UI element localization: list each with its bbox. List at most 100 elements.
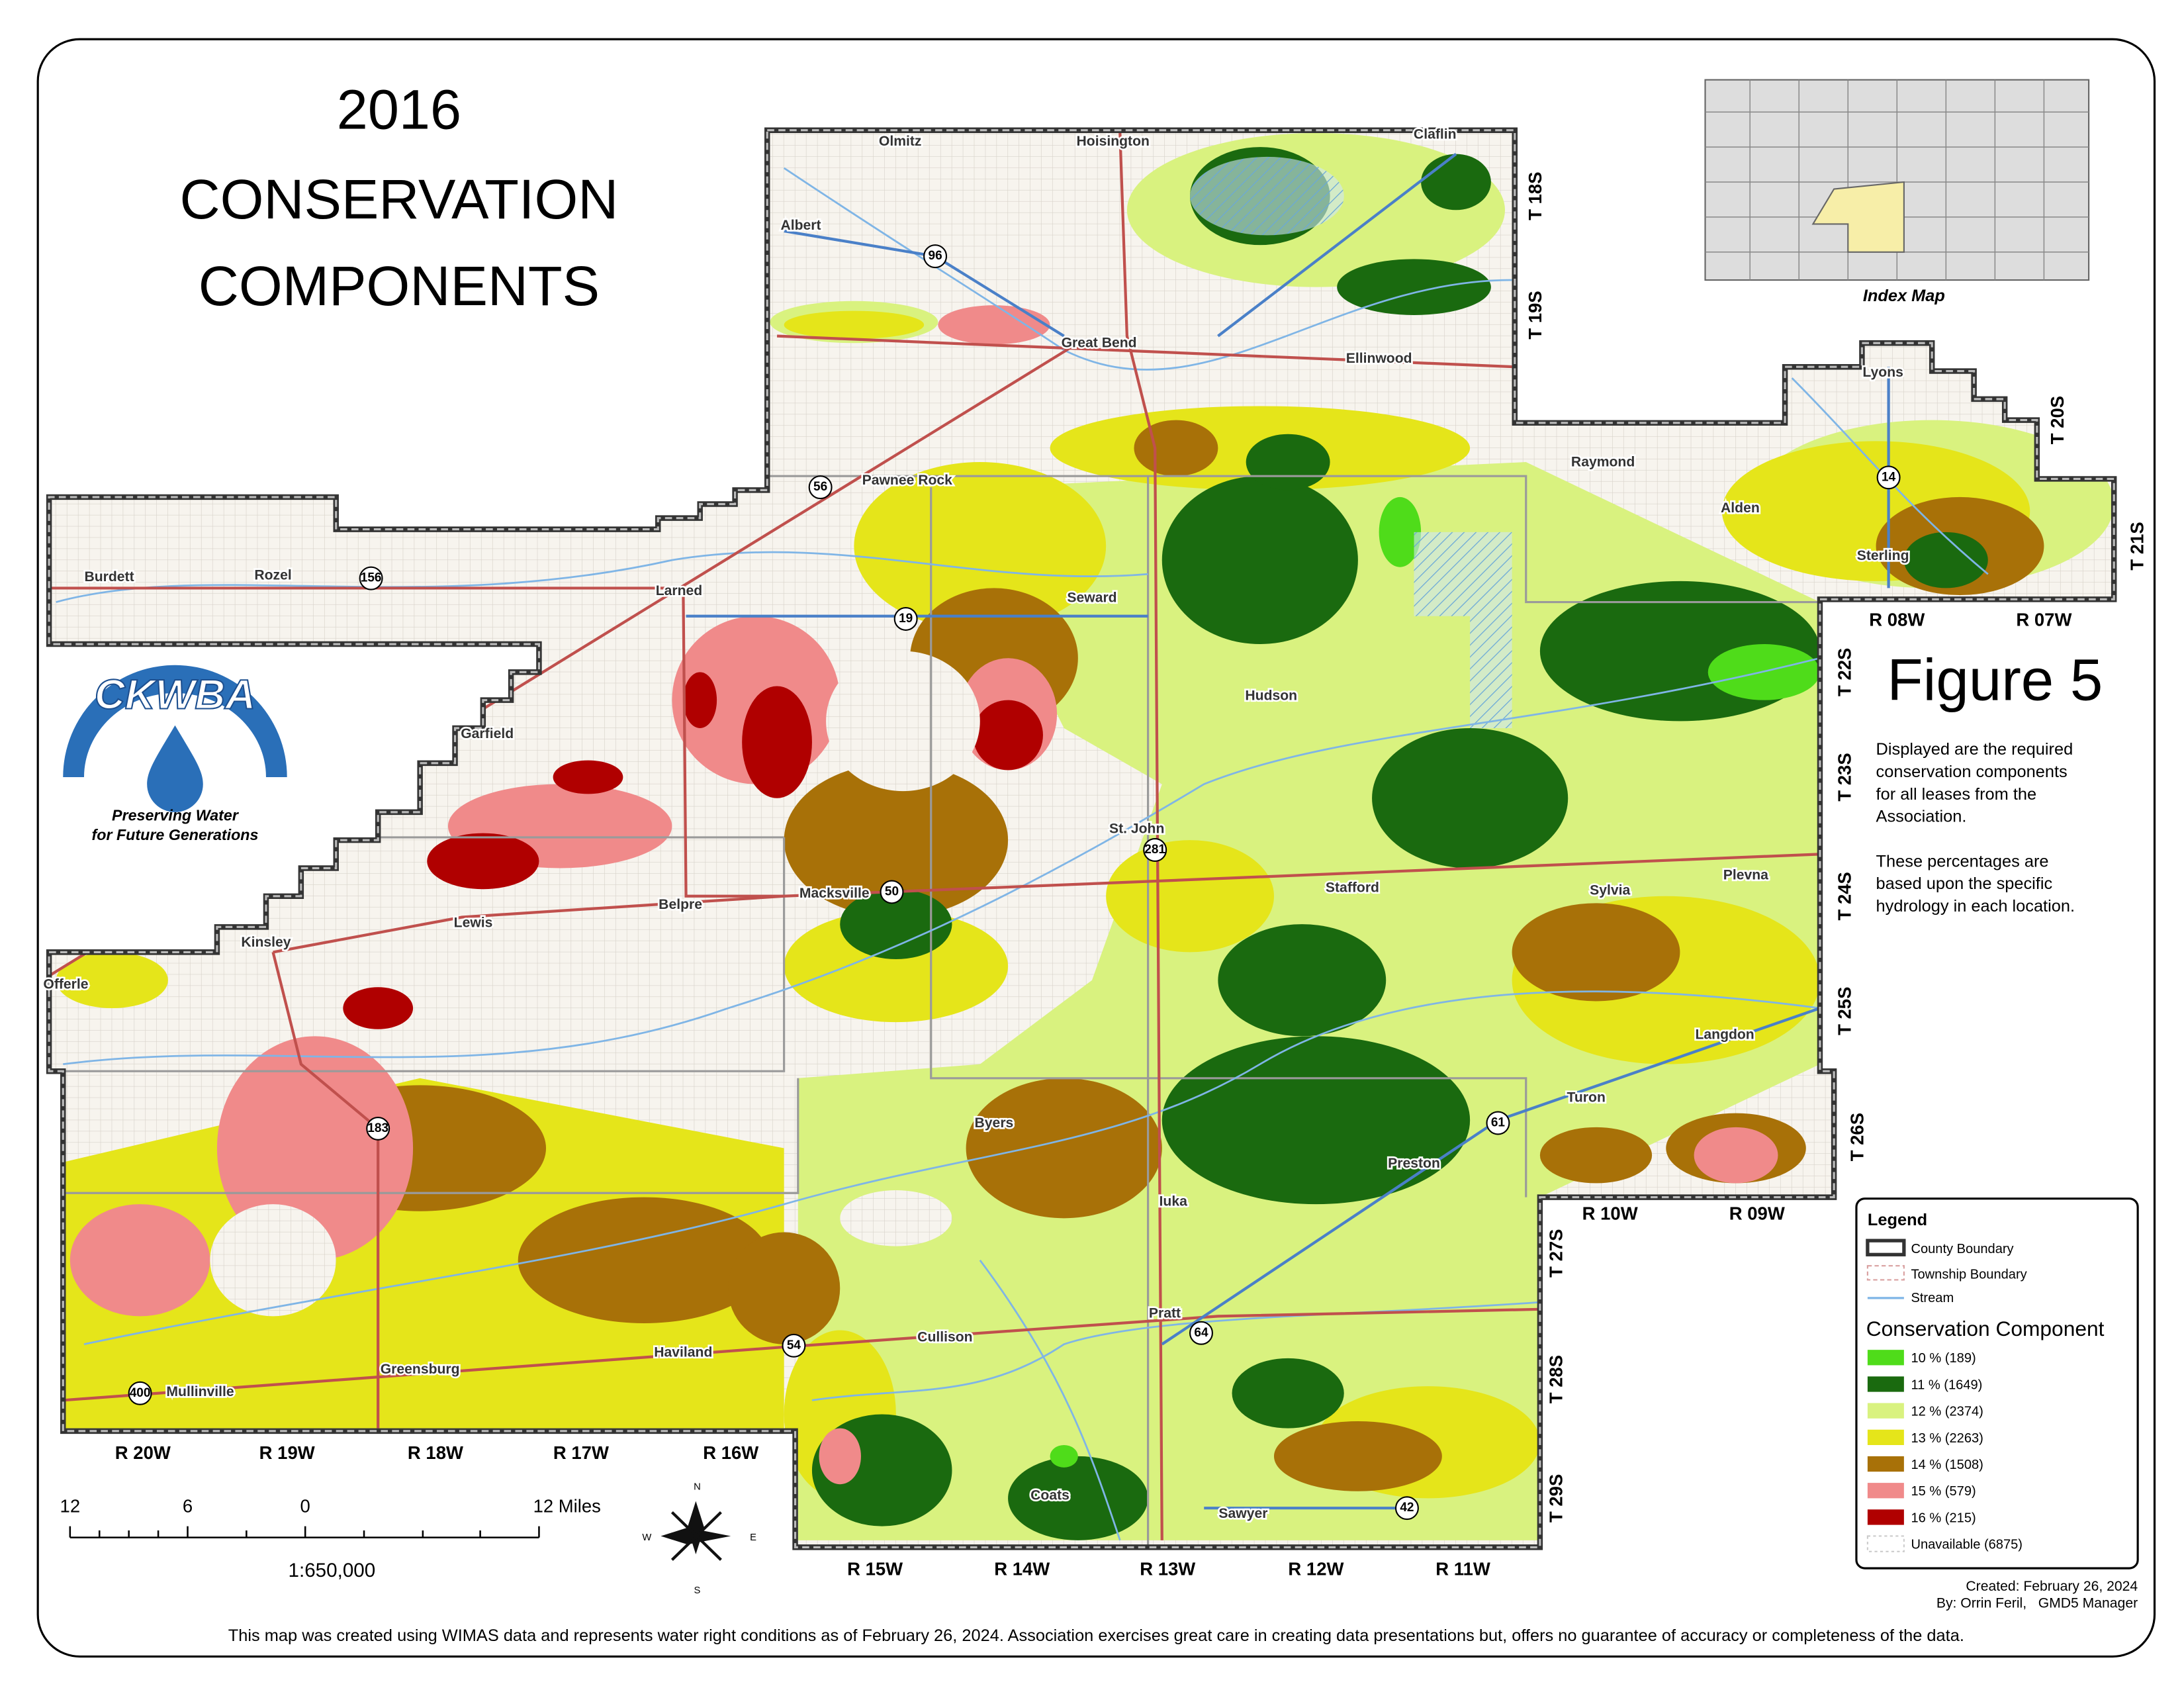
label: Preston (1388, 1156, 1440, 1171)
label: T 24S (1834, 872, 1854, 920)
label: Claflin (1414, 126, 1457, 142)
label: Olmitz (879, 134, 922, 149)
map-shape (784, 763, 1009, 917)
map-shape (840, 889, 952, 959)
map-shape (1421, 154, 1491, 211)
label: T 19S (1525, 291, 1545, 339)
legend-title: Legend (1868, 1211, 1927, 1229)
highway-shield (808, 475, 833, 500)
map-shape (1866, 1239, 1906, 1256)
label: 56 (813, 480, 827, 494)
label: R 09W (1729, 1203, 1785, 1223)
compass: N E S W (642, 1482, 756, 1597)
map-shape (518, 1197, 770, 1323)
highway-shield (1394, 1496, 1419, 1521)
label: Seward (1067, 590, 1116, 606)
label: T 28S (1546, 1355, 1567, 1403)
map-shape (56, 551, 1148, 603)
label: R 14W (994, 1559, 1050, 1579)
label: Association. (1876, 808, 1967, 826)
map-shape (615, 1029, 784, 1100)
map-shape (553, 760, 623, 794)
label: Macksville (799, 886, 870, 901)
map-shape (69, 1204, 210, 1317)
map-shape (343, 987, 414, 1029)
label: Garfield (461, 726, 514, 741)
streams (56, 167, 1989, 1541)
map-shape (1867, 1509, 1904, 1525)
map-shape (854, 462, 1107, 630)
map-shape (784, 310, 925, 339)
map-shape (784, 853, 1821, 898)
map-shape (1217, 153, 1457, 338)
label: Lewis (454, 915, 493, 930)
label: R 16W (703, 1442, 758, 1463)
map-shape (1161, 476, 1358, 645)
label: N (694, 1482, 701, 1493)
label: 16 % (215) (1911, 1511, 1976, 1525)
map-shape (767, 475, 1820, 604)
label: Cullison (917, 1329, 972, 1344)
figure-label: Figure 5 (1887, 647, 2103, 713)
logo-name: CKWBA (95, 671, 255, 718)
map-shape (1379, 496, 1422, 567)
map-shape (826, 651, 980, 792)
label: R 13W (1140, 1559, 1195, 1579)
map-shape (1273, 1421, 1442, 1491)
label: T 25S (1834, 987, 1854, 1035)
highway-shield (366, 1116, 390, 1141)
description: Displayed are the required conservation c… (1876, 740, 2075, 915)
map-shape (1867, 1403, 1904, 1419)
index-map: Index Map (1704, 79, 2090, 305)
label: Offerle (43, 976, 88, 992)
title: 2016 CONSERVATION COMPONENTS (179, 78, 618, 318)
label: R 10W (1582, 1203, 1638, 1223)
label: based upon the specific (1876, 874, 2053, 893)
label: Sterling (1857, 548, 1909, 563)
label: 14 (1882, 470, 1896, 484)
label: Pawnee Rock (862, 473, 953, 488)
map-shape (210, 1204, 336, 1317)
label: 12 (60, 1496, 81, 1517)
label: Mullinville (166, 1384, 234, 1399)
highway-shield (923, 244, 948, 269)
label: 12 Miles (533, 1496, 601, 1517)
map-shape (63, 657, 1821, 1065)
map-shape (840, 1190, 952, 1246)
map-shape (83, 990, 1821, 1346)
map-shape (1050, 1444, 1078, 1468)
credit: By: Orrin Feril, GMD5 Manager (1936, 1595, 2138, 1611)
label: Hudson (1245, 688, 1297, 704)
label: Plevna (1723, 867, 1768, 882)
title-line: CONSERVATION (179, 167, 618, 230)
legend-label: County Boundary (1911, 1242, 2013, 1256)
map-shape (273, 894, 784, 954)
label: 19 (899, 612, 913, 626)
map-shape (1867, 1429, 1904, 1445)
map-shape (1414, 532, 1512, 728)
label: 12 % (2374) (1911, 1405, 1983, 1419)
label: Sawyer (1218, 1506, 1267, 1521)
map-shape (979, 1259, 1121, 1541)
label: Larned (656, 583, 702, 598)
label: 13 % (2263) (1911, 1431, 1983, 1446)
label: 400 (130, 1386, 151, 1400)
label: Kinsley (241, 935, 291, 950)
index-map-label: Index Map (1863, 287, 1945, 305)
label: 10 % (189) (1911, 1351, 1976, 1366)
label: Great Bend (1062, 336, 1137, 351)
label: 42 (1400, 1501, 1414, 1515)
label: R 11W (1435, 1559, 1490, 1579)
legend: Legend County Boundary Township Boundary… (1855, 1197, 2139, 1570)
label: T 26S (1847, 1113, 1868, 1161)
map-shape (271, 951, 380, 1429)
label: Pratt (1149, 1306, 1181, 1321)
map-shape (216, 1036, 414, 1260)
footer: This map was created using WIMAS data an… (228, 1626, 1964, 1645)
label: Belpre (659, 897, 702, 912)
map-shape (56, 952, 168, 1009)
label: 50 (885, 884, 899, 898)
label: T 20S (2047, 396, 2068, 444)
unavailable (210, 651, 980, 1317)
